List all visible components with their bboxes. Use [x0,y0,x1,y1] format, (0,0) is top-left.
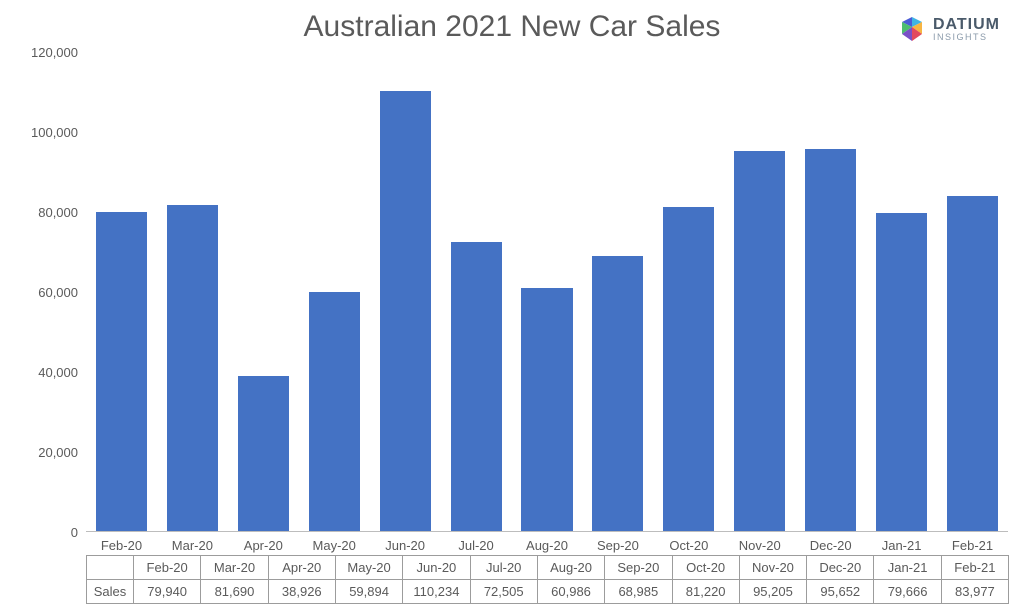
table-value-cell: 110,234 [402,579,470,604]
bar [167,205,218,531]
x-tick-label: Mar-20 [157,538,228,553]
x-tick-label: Dec-20 [795,538,866,553]
table-header-cell: Mar-20 [200,555,268,580]
bar [805,149,856,531]
bar [663,207,714,531]
bar [876,213,927,531]
bar-slot [653,52,724,531]
table-header-cell: Oct-20 [672,555,740,580]
bar-slot [441,52,512,531]
table-value-cell: 83,977 [941,579,1009,604]
bar [238,376,289,531]
logo-brand: DATIUM [933,17,1000,33]
x-tick-label: Feb-20 [86,538,157,553]
y-axis: 120,000100,00080,00060,00040,00020,0000 [16,52,86,554]
bar-slot [937,52,1008,531]
x-tick-label: Jan-21 [866,538,937,553]
bar-slot [724,52,795,531]
chart-title: Australian 2021 New Car Sales [16,10,1008,44]
table-value-cell: 38,926 [268,579,336,604]
bar-slot [582,52,653,531]
table-value-cell: 81,220 [672,579,740,604]
bar-slot [512,52,583,531]
table-header-cell: Aug-20 [537,555,605,580]
bar-slot [795,52,866,531]
table-row-label: Sales [86,579,134,604]
table-header-cell: Dec-20 [806,555,874,580]
bar-slot [866,52,937,531]
x-tick-label: Jun-20 [370,538,441,553]
bar [451,242,502,531]
table-value-row: Sales 79,94081,69038,92659,894110,23472,… [86,580,1008,604]
bar-slot [370,52,441,531]
table-header-cell: Jul-20 [470,555,538,580]
x-tick-label: Aug-20 [512,538,583,553]
table-value-cell: 72,505 [470,579,538,604]
x-tick-label: Apr-20 [228,538,299,553]
table-value-cell: 59,894 [335,579,403,604]
bar [309,292,360,531]
table-value-cell: 79,666 [873,579,941,604]
table-header-cell: Jan-21 [873,555,941,580]
table-header-cell: May-20 [335,555,403,580]
table-header-cell: Feb-20 [133,555,201,580]
x-tick-label: Oct-20 [653,538,724,553]
logo-mark-icon [897,14,927,44]
table-value-cell: 95,205 [739,579,807,604]
bar [96,212,147,531]
table-value-cell: 95,652 [806,579,874,604]
x-tick-label: Jul-20 [441,538,512,553]
bar-slot [299,52,370,531]
logo-subtitle: INSIGHTS [933,33,1000,42]
bar-slot [228,52,299,531]
brand-logo: DATIUM INSIGHTS [897,14,1000,44]
x-tick-label: Feb-21 [937,538,1008,553]
table-value-cell: 79,940 [133,579,201,604]
data-table: Feb-20Mar-20Apr-20May-20Jun-20Jul-20Aug-… [86,556,1008,604]
x-tick-label: Sep-20 [582,538,653,553]
bar [947,196,998,531]
table-header-cell: Apr-20 [268,555,336,580]
table-header-cell: Jun-20 [402,555,470,580]
bar [734,151,785,531]
table-value-cell: 68,985 [604,579,672,604]
bar [380,91,431,531]
table-header-row: Feb-20Mar-20Apr-20May-20Jun-20Jul-20Aug-… [86,556,1008,580]
table-value-cell: 81,690 [200,579,268,604]
table-corner-cell [86,555,134,580]
x-tick-label: May-20 [299,538,370,553]
x-tick-label: Nov-20 [724,538,795,553]
bar-slot [86,52,157,531]
chart-area: 120,000100,00080,00060,00040,00020,0000 … [16,52,1008,554]
bar [592,256,643,531]
table-value-cell: 60,986 [537,579,605,604]
table-header-cell: Nov-20 [739,555,807,580]
plot-area: Feb-20Mar-20Apr-20May-20Jun-20Jul-20Aug-… [86,52,1008,532]
table-header-cell: Sep-20 [604,555,672,580]
bar-slot [157,52,228,531]
table-header-cell: Feb-21 [941,555,1009,580]
bar [521,288,572,531]
x-axis-labels: Feb-20Mar-20Apr-20May-20Jun-20Jul-20Aug-… [86,538,1008,553]
